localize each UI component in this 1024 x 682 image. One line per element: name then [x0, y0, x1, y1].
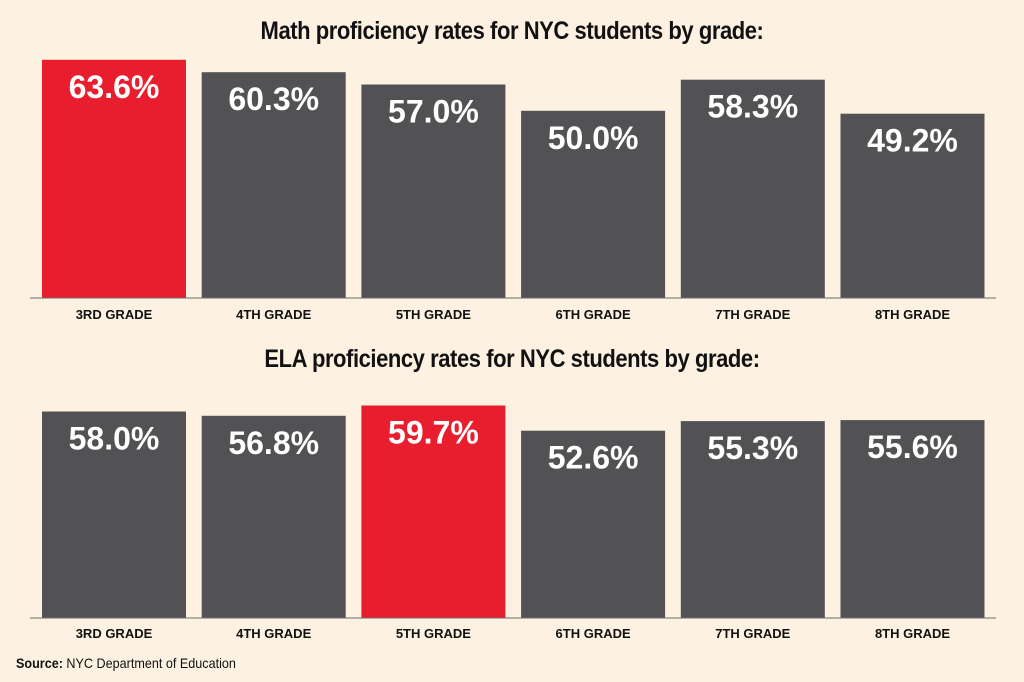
math-bar-value-6: 49.2%	[867, 123, 958, 159]
ela-tick-label-5: 7TH GRADE	[715, 626, 790, 641]
ela-tick-label-2: 4TH GRADE	[236, 626, 311, 641]
math-tick-label-1: 3RD GRADE	[76, 307, 153, 322]
ela-bar-value-1: 58.0%	[69, 421, 160, 457]
math-bar-value-2: 60.3%	[228, 81, 319, 117]
math-chart-title: Math proficiency rates for NYC students …	[260, 17, 764, 45]
math-bar-2	[201, 72, 346, 298]
ela-bar-value-3: 59.7%	[388, 415, 479, 451]
ela-bar-6	[840, 420, 985, 618]
math-bar-value-5: 58.3%	[707, 89, 798, 125]
ela-tick-label-1: 3RD GRADE	[76, 626, 153, 641]
ela-chart: 58.0% 3RD GRADE 56.8% 4TH GRADE 59.7% 5TH GRA…	[30, 405, 996, 641]
math-tick-label-3: 5TH GRADE	[396, 307, 471, 322]
ela-bar-4	[521, 430, 666, 618]
math-bar-1	[42, 59, 186, 298]
math-tick-label-4: 6TH GRADE	[556, 307, 631, 322]
ela-chart-title: ELA proficiency rates for NYC students b…	[264, 345, 760, 373]
math-tick-label-2: 4TH GRADE	[236, 307, 311, 322]
ela-bar-value-2: 56.8%	[228, 425, 319, 461]
ela-bar-3	[361, 405, 506, 618]
math-bar-value-3: 57.0%	[388, 94, 479, 130]
source-text: NYC Department of Education	[66, 655, 236, 671]
source-label: Source:	[16, 655, 63, 671]
math-bar-6	[840, 113, 985, 298]
math-bar-3	[361, 84, 506, 298]
ela-tick-label-3: 5TH GRADE	[396, 626, 471, 641]
ela-bar-1	[42, 411, 186, 618]
ela-bar-value-6: 55.6%	[867, 429, 958, 465]
math-bar-value-4: 50.0%	[548, 120, 639, 156]
math-tick-label-6: 8TH GRADE	[875, 307, 950, 322]
math-chart: 63.6% 3RD GRADE 60.3% 4TH GRADE 57.0% 5TH GRA…	[30, 59, 996, 322]
source-line: Source: NYC Department of Education	[16, 654, 236, 672]
math-bar-4	[521, 110, 666, 299]
math-bar-5	[680, 79, 825, 298]
ela-bar-5	[680, 421, 825, 618]
math-tick-label-5: 7TH GRADE	[715, 307, 790, 322]
ela-tick-label-4: 6TH GRADE	[556, 626, 631, 641]
math-bar-value-1: 63.6%	[69, 69, 160, 105]
ela-bar-value-5: 55.3%	[707, 430, 798, 466]
ela-tick-label-6: 8TH GRADE	[875, 626, 950, 641]
ela-bar-2	[201, 415, 346, 618]
ela-bar-value-4: 52.6%	[548, 440, 639, 476]
